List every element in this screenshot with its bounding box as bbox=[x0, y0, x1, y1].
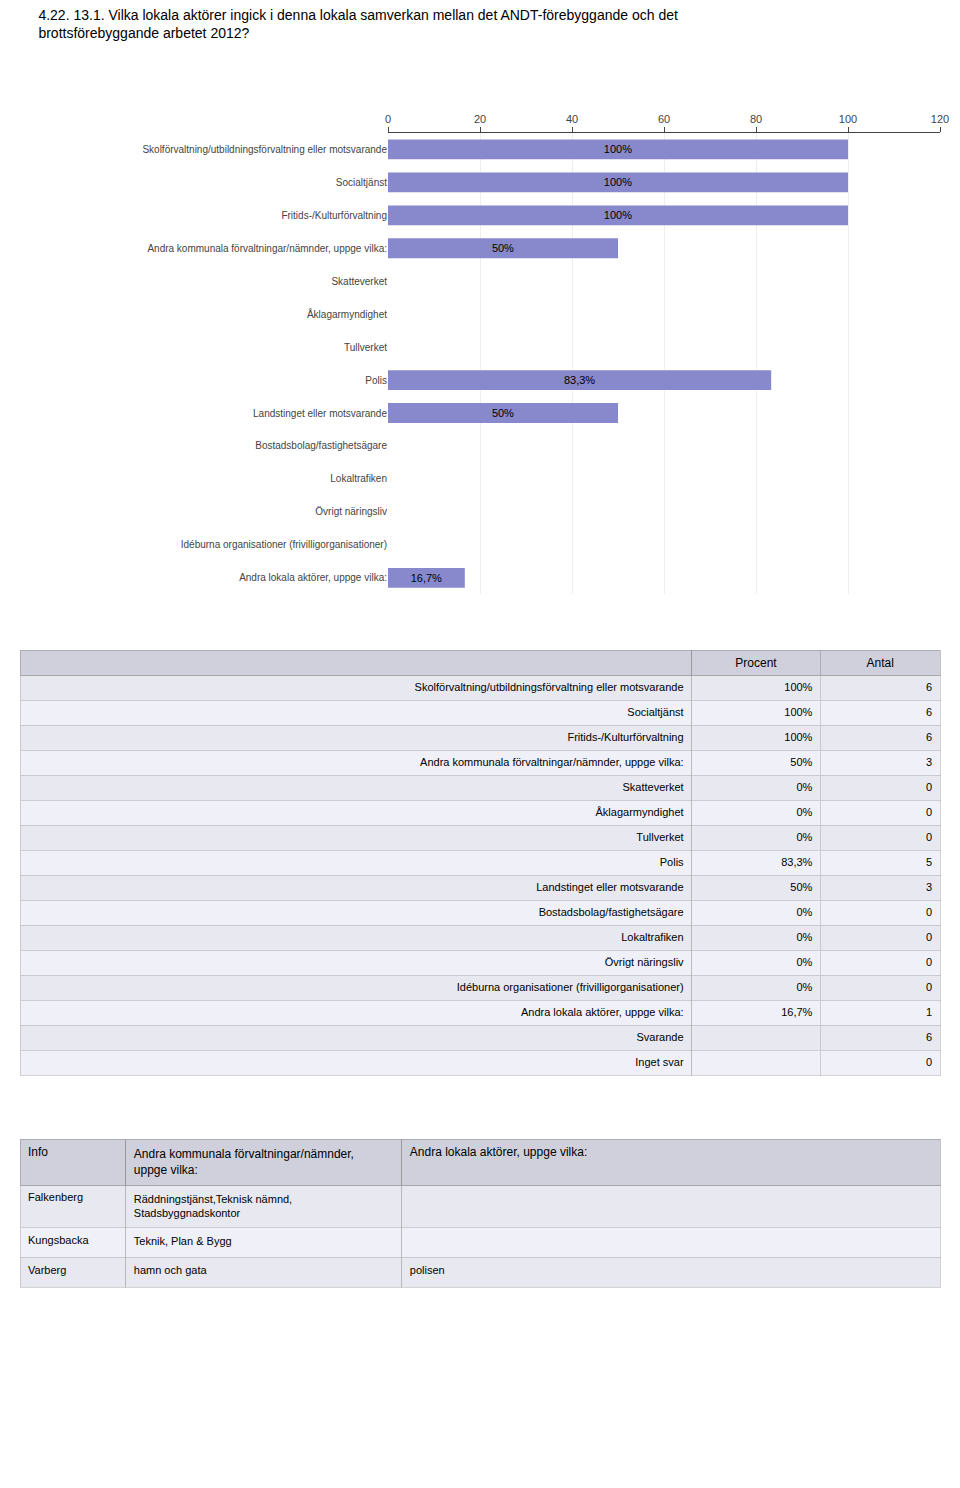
svg-text:6: 6 bbox=[926, 1031, 932, 1043]
svg-text:Polis: Polis bbox=[660, 856, 684, 868]
svg-text:120: 120 bbox=[931, 113, 949, 125]
svg-text:Skatteverket: Skatteverket bbox=[331, 276, 387, 287]
svg-text:60: 60 bbox=[658, 113, 670, 125]
svg-text:Kungsbacka: Kungsbacka bbox=[28, 1234, 89, 1246]
svg-text:Landstinget eller motsvarande: Landstinget eller motsvarande bbox=[536, 881, 683, 893]
svg-text:Svarande: Svarande bbox=[637, 1031, 684, 1043]
svg-text:Idéburna organisationer (frivi: Idéburna organisationer (frivilligorgani… bbox=[457, 981, 684, 993]
svg-text:100: 100 bbox=[839, 113, 857, 125]
svg-text:Antal: Antal bbox=[867, 656, 894, 670]
svg-text:0: 0 bbox=[926, 806, 932, 818]
svg-text:Andra lokala aktörer, uppge vi: Andra lokala aktörer, uppge vilka: bbox=[521, 1006, 684, 1018]
svg-text:Bostadsbolag/fastighetsägare: Bostadsbolag/fastighetsägare bbox=[255, 440, 387, 451]
svg-text:83,3%: 83,3% bbox=[781, 856, 812, 868]
svg-text:Åklagarmyndighet: Åklagarmyndighet bbox=[596, 806, 684, 818]
svg-text:Lokaltrafiken: Lokaltrafiken bbox=[330, 473, 387, 484]
svg-text:Räddningstjänst,Teknisk nämnd,: Räddningstjänst,Teknisk nämnd,Stadsbyggn… bbox=[134, 1193, 292, 1219]
svg-text:3: 3 bbox=[926, 756, 932, 768]
svg-text:Idéburna organisationer (frivi: Idéburna organisationer (frivilligorgani… bbox=[181, 539, 387, 550]
svg-text:100%: 100% bbox=[604, 176, 632, 188]
svg-text:0%: 0% bbox=[796, 981, 812, 993]
svg-text:0: 0 bbox=[926, 956, 932, 968]
svg-text:6: 6 bbox=[926, 706, 932, 718]
svg-text:Andra lokala aktörer, uppge vi: Andra lokala aktörer, uppge vilka: bbox=[410, 1145, 587, 1159]
svg-text:Procent: Procent bbox=[735, 656, 777, 670]
svg-text:hamn och gata: hamn och gata bbox=[134, 1264, 208, 1276]
svg-text:Fritids-/Kulturförvaltning: Fritids-/Kulturförvaltning bbox=[567, 731, 683, 743]
svg-text:Polis: Polis bbox=[365, 375, 387, 386]
svg-text:Varberg: Varberg bbox=[28, 1264, 66, 1276]
svg-text:Andra kommunala förvaltningar/: Andra kommunala förvaltningar/nämnder, u… bbox=[420, 756, 684, 768]
svg-text:Skolförvaltning/utbildningsför: Skolförvaltning/utbildningsförvaltning e… bbox=[142, 144, 387, 155]
svg-text:Tullverket: Tullverket bbox=[636, 831, 683, 843]
svg-text:0%: 0% bbox=[796, 931, 812, 943]
svg-text:50%: 50% bbox=[492, 242, 514, 254]
svg-text:0%: 0% bbox=[796, 781, 812, 793]
svg-text:Bostadsbolag/fastighetsägare: Bostadsbolag/fastighetsägare bbox=[539, 906, 684, 918]
svg-text:6: 6 bbox=[926, 731, 932, 743]
svg-text:Andra kommunala förvaltningar/: Andra kommunala förvaltningar/nämnder, u… bbox=[147, 243, 387, 254]
svg-text:1: 1 bbox=[926, 1006, 932, 1018]
svg-text:5: 5 bbox=[926, 856, 932, 868]
svg-text:Falkenberg: Falkenberg bbox=[28, 1191, 83, 1203]
svg-text:50%: 50% bbox=[790, 881, 812, 893]
svg-text:100%: 100% bbox=[784, 706, 812, 718]
svg-text:Inget svar: Inget svar bbox=[635, 1056, 684, 1068]
svg-text:Socialtjänst: Socialtjänst bbox=[627, 706, 683, 718]
svg-text:0: 0 bbox=[926, 1056, 932, 1068]
svg-text:0: 0 bbox=[926, 906, 932, 918]
svg-text:50%: 50% bbox=[492, 407, 514, 419]
svg-text:100%: 100% bbox=[604, 143, 632, 155]
svg-text:100%: 100% bbox=[784, 731, 812, 743]
svg-text:Socialtjänst: Socialtjänst bbox=[336, 177, 387, 188]
svg-text:Skolförvaltning/utbildningsför: Skolförvaltning/utbildningsförvaltning e… bbox=[415, 681, 684, 693]
svg-text:Andra lokala aktörer, uppge vi: Andra lokala aktörer, uppge vilka: bbox=[239, 572, 387, 583]
svg-text:0%: 0% bbox=[796, 806, 812, 818]
svg-text:16,7%: 16,7% bbox=[781, 1006, 812, 1018]
svg-text:0%: 0% bbox=[796, 831, 812, 843]
svg-text:0: 0 bbox=[926, 931, 932, 943]
svg-text:16,7%: 16,7% bbox=[411, 572, 442, 584]
svg-text:50%: 50% bbox=[790, 756, 812, 768]
svg-text:Åklagarmyndighet: Åklagarmyndighet bbox=[307, 308, 387, 320]
svg-text:Tullverket: Tullverket bbox=[344, 342, 387, 353]
svg-text:Skatteverket: Skatteverket bbox=[622, 781, 683, 793]
svg-text:3: 3 bbox=[926, 881, 932, 893]
svg-text:0: 0 bbox=[926, 781, 932, 793]
svg-text:100%: 100% bbox=[784, 681, 812, 693]
svg-text:40: 40 bbox=[566, 113, 578, 125]
svg-text:83,3%: 83,3% bbox=[564, 374, 595, 386]
svg-text:Övrigt näringsliv: Övrigt näringsliv bbox=[315, 506, 387, 517]
svg-text:80: 80 bbox=[750, 113, 762, 125]
svg-text:0: 0 bbox=[926, 831, 932, 843]
svg-text:6: 6 bbox=[926, 681, 932, 693]
svg-text:Andra kommunala förvaltningar/: Andra kommunala förvaltningar/nämnder,up… bbox=[134, 1147, 354, 1177]
svg-text:Fritids-/Kulturförvaltning: Fritids-/Kulturförvaltning bbox=[281, 210, 387, 221]
svg-text:0: 0 bbox=[385, 113, 391, 125]
svg-text:4.22. 13.1. Vilka lokala aktör: 4.22. 13.1. Vilka lokala aktörer ingick … bbox=[38, 7, 678, 41]
svg-text:0%: 0% bbox=[796, 956, 812, 968]
svg-text:Info: Info bbox=[28, 1145, 48, 1159]
svg-text:Lokaltrafiken: Lokaltrafiken bbox=[621, 931, 683, 943]
svg-text:0: 0 bbox=[926, 981, 932, 993]
svg-text:Övrigt näringsliv: Övrigt näringsliv bbox=[605, 956, 684, 968]
svg-text:100%: 100% bbox=[604, 209, 632, 221]
svg-text:20: 20 bbox=[474, 113, 486, 125]
svg-text:Teknik, Plan & Bygg: Teknik, Plan & Bygg bbox=[134, 1235, 232, 1247]
svg-text:Landstinget eller motsvarande: Landstinget eller motsvarande bbox=[253, 408, 387, 419]
svg-text:polisen: polisen bbox=[410, 1264, 445, 1276]
svg-text:0%: 0% bbox=[796, 906, 812, 918]
